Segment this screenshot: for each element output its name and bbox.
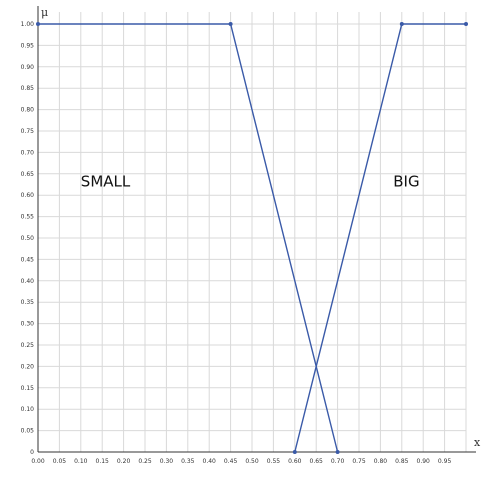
- x-axis-label: x: [474, 436, 481, 449]
- y-tick-label: 0.80: [21, 107, 35, 114]
- x-tick-label: 0.60: [288, 458, 302, 465]
- series-small-point: [36, 22, 40, 26]
- x-tick-label: 0.25: [138, 458, 152, 465]
- series-big-point: [464, 22, 468, 26]
- x-tick-label: 0.65: [310, 458, 324, 465]
- y-tick-label: 0.15: [21, 385, 35, 392]
- x-tick-label: 0.85: [395, 458, 409, 465]
- x-tick-label: 0.35: [181, 458, 195, 465]
- y-tick-label: 0.55: [21, 214, 35, 221]
- region-label-small: SMALL: [81, 173, 131, 191]
- x-tick-label: 0.10: [74, 458, 88, 465]
- y-tick-label: 0.70: [21, 149, 35, 156]
- series-big-point: [292, 450, 297, 454]
- y-tick-label: 0.35: [21, 299, 35, 306]
- series-lines: [36, 22, 468, 454]
- y-tick-label: 0.45: [21, 256, 35, 263]
- y-tick-label: 0.85: [21, 85, 35, 92]
- y-tick-label: 0.95: [21, 42, 35, 49]
- y-tick-label: 0.05: [21, 428, 35, 435]
- series-small-point: [335, 450, 340, 454]
- x-tick-label: 0.15: [96, 458, 110, 465]
- x-tick-label: 0.45: [224, 458, 238, 465]
- y-axis-label: μ: [41, 6, 48, 19]
- x-tick-label: 0.75: [352, 458, 366, 465]
- axes: [37, 6, 476, 453]
- y-tick-label: 1.00: [21, 21, 35, 28]
- x-tick-label: 0.00: [31, 458, 45, 465]
- y-tick-label: 0.75: [21, 128, 35, 135]
- y-tick-label: 0.30: [21, 321, 35, 328]
- y-tick-label: 0.50: [21, 235, 35, 242]
- y-tick-label: 0.65: [21, 171, 35, 178]
- y-tick-label: 0.60: [21, 192, 35, 199]
- x-tick-label: 0.50: [245, 458, 259, 465]
- x-tick-label: 0.55: [267, 458, 281, 465]
- region-label-big: BIG: [393, 173, 419, 191]
- x-tick-label: 0.20: [117, 458, 131, 465]
- y-tick-label: 0.90: [21, 64, 35, 71]
- region-labels: SMALL BIG: [81, 173, 420, 191]
- tick-labels: 0.00 0.05 0.10 0.15 0.20 0.25 0.30 0.35 0.40 0.45…: [21, 21, 452, 465]
- y-tick-label: 0.10: [21, 406, 35, 413]
- x-tick-label: 0.05: [53, 458, 67, 465]
- x-tick-label: 0.40: [203, 458, 217, 465]
- y-tick-label: 0.25: [21, 342, 35, 349]
- x-tick-label: 0.30: [160, 458, 174, 465]
- series-small-point: [228, 22, 233, 26]
- grid-lines: [38, 12, 467, 452]
- y-tick-label: 0.40: [21, 278, 35, 285]
- x-tick-label: 0.95: [438, 458, 452, 465]
- x-tick-label: 0.80: [374, 458, 388, 465]
- y-tick-label: 0.20: [21, 363, 35, 370]
- series-big-point: [399, 22, 404, 26]
- x-tick-label: 0.90: [417, 458, 431, 465]
- x-tick-label: 0.70: [331, 458, 345, 465]
- y-tick-label: 0: [30, 449, 34, 456]
